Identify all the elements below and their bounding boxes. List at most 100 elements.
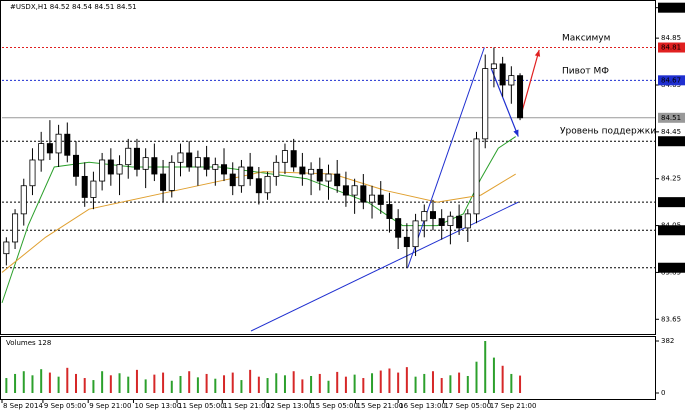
candle-body: [46, 143, 53, 154]
annotation: Максимум: [562, 34, 610, 44]
x-tick-label: 8 Sep 2014: [3, 402, 43, 410]
candle-body: [72, 154, 80, 177]
candle-body: [273, 161, 280, 177]
candle-body: [99, 159, 106, 182]
candle-body: [203, 157, 210, 170]
candle-body: [369, 194, 376, 203]
candle-body: [360, 185, 367, 203]
candle-body: [438, 218, 445, 226]
candle-body: [447, 215, 454, 226]
candle-body: [125, 147, 132, 166]
indicator-line: [407, 47, 485, 268]
y-tick-label: 84.98: [661, 4, 681, 12]
y-tick-label: 84.85: [661, 34, 681, 42]
candle-body: [299, 166, 306, 175]
v-tick-label: 0: [661, 389, 665, 397]
y-tick-label: 83.65: [661, 315, 681, 323]
level-label: 84.67: [661, 76, 681, 84]
candle-body: [90, 180, 97, 198]
arrow-line: [520, 49, 540, 116]
candle-body: [64, 133, 71, 156]
level-box: [658, 42, 685, 53]
candle-body: [177, 152, 184, 163]
level-box: [658, 262, 685, 273]
arrow-line: [490, 68, 519, 137]
indicator-line: [1, 171, 516, 273]
x-tick-label: 10 Sep 13:00: [134, 402, 181, 410]
candle-body: [290, 150, 297, 168]
candle-body: [29, 159, 36, 187]
candle-body: [186, 152, 193, 168]
candle-body: [20, 185, 27, 215]
level-label: 84.81: [661, 44, 681, 52]
candle-body: [229, 173, 236, 187]
candle-body: [12, 213, 19, 243]
candle-body: [133, 147, 140, 170]
candle-body: [168, 161, 175, 191]
candle-body: [395, 218, 402, 238]
candle-body: [308, 168, 315, 175]
y-tick-box: [658, 2, 685, 13]
v-tick-label: 382: [661, 337, 674, 345]
candle-body: [403, 236, 410, 248]
indicator-line: [250, 201, 519, 332]
candle-body: [3, 241, 10, 255]
candle-body: [247, 166, 254, 180]
x-tick-label: 17 Sep 05:00: [444, 402, 491, 410]
level-label: 84.15: [661, 198, 681, 206]
level-label: 84.51: [661, 114, 681, 122]
candle-body: [316, 168, 323, 182]
candle-body: [499, 63, 506, 86]
x-tick-label: 17 Sep 21:00: [490, 402, 537, 410]
level-box: [658, 75, 685, 86]
candle-body: [221, 164, 228, 175]
candle-body: [264, 175, 271, 194]
arrow-head: [513, 129, 519, 137]
candle-body: [342, 185, 349, 196]
level-box: [658, 112, 685, 123]
annotation: Уровень поддержки: [560, 127, 656, 137]
y-tick-label: 84.45: [661, 128, 681, 136]
candle-body: [377, 194, 384, 205]
annotation: Пивот МФ: [562, 67, 609, 77]
candle-body: [160, 173, 167, 191]
candle-body: [255, 178, 262, 194]
volume-title: Volumes 128: [6, 339, 51, 347]
x-tick-label: 15 Sep 21:00: [356, 402, 403, 410]
candle-body: [334, 173, 341, 187]
candle-body: [508, 75, 515, 86]
candle-body: [421, 211, 428, 222]
level-box: [658, 197, 685, 208]
x-tick-label: 12 Sep 13:00: [266, 402, 313, 410]
candle-body: [107, 159, 114, 175]
x-tick-label: 16 Sep 13:00: [399, 402, 446, 410]
candle-body: [351, 185, 358, 196]
level-label: 83.87: [661, 264, 681, 272]
candle-body: [482, 68, 489, 140]
y-tick-label: 84.25: [661, 175, 681, 183]
candle-body: [473, 138, 480, 215]
candle-body: [281, 150, 288, 163]
arrow-head: [534, 49, 541, 57]
x-tick-label: 11 Sep 21:00: [223, 402, 270, 410]
candle-body: [194, 157, 201, 168]
candle-body: [38, 143, 45, 161]
candle-body: [429, 211, 436, 219]
chart-title: #USDX,H1 84.52 84.54 84.51 84.51: [10, 3, 137, 11]
x-tick-label: 11 Sep 05:00: [178, 402, 225, 410]
candle-body: [142, 157, 149, 170]
level-label: 84.41: [661, 137, 681, 145]
x-tick-label: 9 Sep 05:00: [44, 402, 86, 410]
level-box: [658, 136, 685, 147]
x-tick-label: 15 Sep 05:00: [311, 402, 358, 410]
candle-body: [55, 133, 62, 154]
candle-body: [456, 215, 463, 229]
candle-body: [81, 175, 88, 198]
candle-body: [325, 173, 332, 182]
candle-body: [238, 166, 245, 187]
candle-body: [490, 63, 497, 70]
candle-body: [517, 75, 524, 119]
x-tick-label: 9 Sep 21:00: [89, 402, 131, 410]
